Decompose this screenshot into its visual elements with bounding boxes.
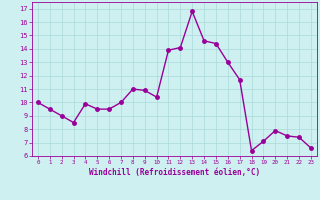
X-axis label: Windchill (Refroidissement éolien,°C): Windchill (Refroidissement éolien,°C)	[89, 168, 260, 177]
